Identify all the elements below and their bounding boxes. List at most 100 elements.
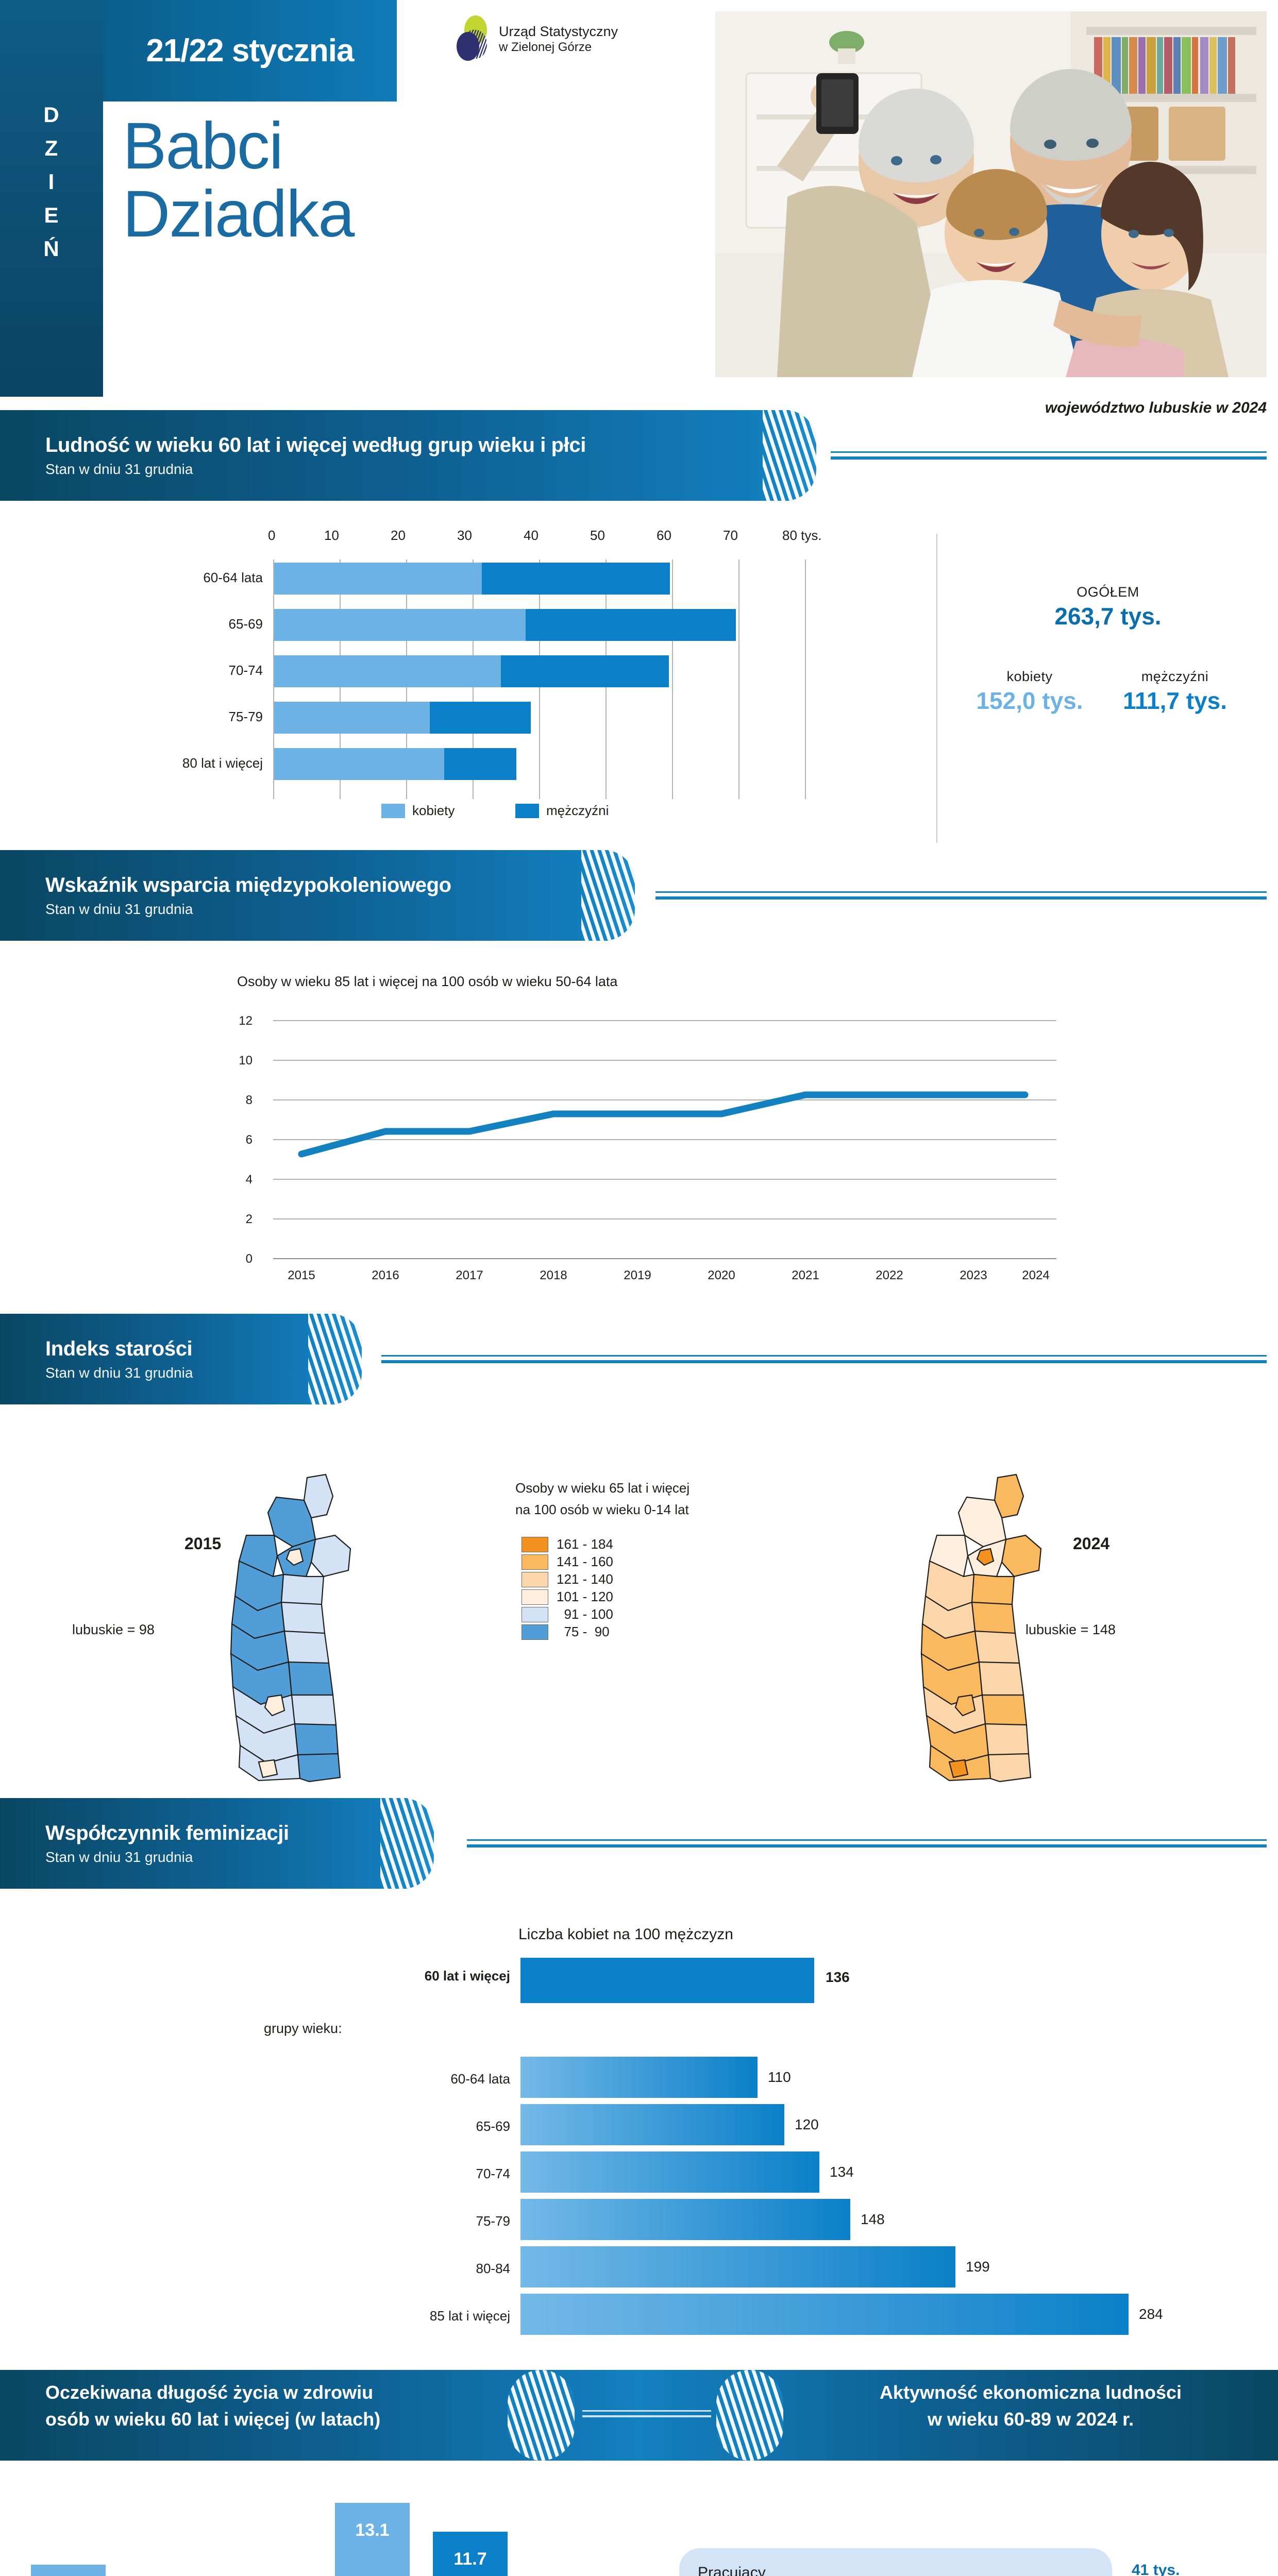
banner-stripe-cap-icon (308, 1314, 362, 1404)
logo-title-line1: Urząd Statystyczny (499, 23, 618, 39)
f-bar-60-64 (520, 2057, 758, 2098)
f-bar-60plus (520, 1958, 814, 2003)
c1-legend-women: kobiety (381, 803, 455, 819)
map-note-2015: lubuskie = 98 (72, 1622, 155, 1637)
c1-seg-women (274, 702, 430, 734)
legend-swatch-161-184-icon (522, 1536, 548, 1552)
economic-banner-title: Aktywność ekonomiczna ludności w wieku 6… (825, 2379, 1237, 2433)
pill-pracujacy[interactable]: Pracujący (679, 2548, 1112, 2576)
le-title-line2: osób w wieku 60 lat i więcej (w latach) (45, 2409, 381, 2430)
f-label-60plus: 60 lat i więcej (424, 1968, 510, 1984)
c2-gridline (273, 1179, 1056, 1180)
legend-label-women: kobiety (412, 803, 455, 818)
c1-seg-men (430, 702, 531, 734)
banner-stripe-cap-right-icon (716, 2370, 783, 2461)
stat-women-label: kobiety (1006, 669, 1053, 684)
c2-ytick: 2 (245, 1212, 253, 1226)
legend-swatch-91-100-icon (522, 1606, 548, 1622)
c2-xtick: 2021 (792, 1268, 819, 1282)
population-banner-title: Ludność w wieku 60 lat i więcej według g… (45, 433, 586, 456)
header-date: 21/22 stycznia (146, 33, 354, 69)
dzien-letter: E (44, 203, 59, 228)
c2-xtick: 2023 (960, 1268, 987, 1282)
c2-xtick: 2022 (876, 1268, 903, 1282)
support-banner-subtitle: Stan w dniu 31 grudnia (45, 901, 193, 917)
map-legend-item: 141 - 160 (522, 1554, 613, 1570)
c1-category-label: 65-69 (228, 616, 263, 632)
c1-seg-men (482, 563, 670, 595)
pill-value-pracujacy: 41 tys. (1132, 2548, 1180, 2576)
le-value-2024-women: 13.1 (355, 2520, 390, 2540)
c1-category-label: 60-64 lata (203, 570, 263, 585)
c2-line-series (298, 1091, 1029, 1158)
legend-label-bin: 141 - 160 (557, 1554, 613, 1569)
c2-gridline (273, 1060, 1056, 1061)
map-legend-scale: 161 - 184 141 - 160 121 - 140 101 - 120 … (522, 1536, 613, 1641)
banner-stripe-cap-icon (763, 410, 816, 501)
le-title-line1: Oczekiwana długość życia w zdrowiu (45, 2382, 374, 2403)
c1-xtick: 60 (657, 528, 671, 543)
c1-category-label: 75-79 (228, 709, 263, 724)
feminization-banner-title: Współczynnik feminizacji (45, 1821, 289, 1844)
f-bar-65-69 (520, 2104, 784, 2145)
c1-bar-80plus (274, 748, 516, 780)
c2-ytick: 10 (239, 1054, 253, 1067)
legend-label-bin: 91 - 100 (557, 1606, 613, 1622)
c1-seg-men (444, 748, 516, 780)
c1-gridline (805, 560, 806, 799)
legend-label-bin: 101 - 120 (557, 1589, 613, 1604)
c2-ytick: 4 (245, 1173, 253, 1187)
c1-xtick: 50 (590, 528, 605, 543)
pill-label: Pracujący (698, 2564, 766, 2576)
banner-stripe-cap-icon (380, 1798, 434, 1889)
map-year-2024: 2024 (1073, 1534, 1110, 1553)
f-label-80-84: 80-84 (476, 2261, 511, 2276)
c2-xtick: 2016 (372, 1268, 399, 1282)
c1-seg-women (274, 655, 501, 687)
dzien-letter: I (48, 170, 55, 194)
c1-seg-men (526, 609, 736, 641)
c2-ytick: 0 (245, 1252, 253, 1266)
c2-xtick: 2018 (540, 1268, 567, 1282)
c1-xtick: 70 (723, 528, 738, 543)
c2-gridline (273, 1139, 1056, 1140)
f-bar-80-84 (520, 2246, 955, 2287)
f-bar-70-74 (520, 2151, 819, 2193)
c2-title: Osoby w wieku 85 lat i więcej na 100 osó… (237, 974, 618, 989)
dzien-letter: Ń (43, 236, 60, 261)
legend-label-bin: 121 - 140 (557, 1571, 613, 1587)
c1-category-label: 80 lat i więcej (182, 755, 263, 771)
feminization-banner-rule (467, 1798, 1267, 1889)
stat-men-label: mężczyźni (1141, 669, 1209, 684)
c1-bar-65-69 (274, 609, 736, 641)
f-label-70-74: 70-74 (476, 2166, 511, 2181)
banner-stripe-cap-left-icon (508, 2370, 575, 2461)
c1-bar-70-74 (274, 655, 669, 687)
c1-xtick: 10 (324, 528, 339, 543)
c2-ytick: 12 (239, 1014, 253, 1028)
f-label-65-69: 65-69 (476, 2119, 511, 2134)
header-date-band (103, 0, 397, 101)
map-lubuskie-2024 (920, 1473, 1042, 1783)
support-banner: Wskaźnik wsparcia międzypokoleniowego St… (0, 850, 635, 941)
population-banner-rule (831, 410, 1267, 501)
c1-gridline (738, 560, 739, 799)
c1-gridline (273, 560, 274, 799)
dzien-vertical-word: D Z I E Ń (0, 98, 103, 265)
legend-swatch-men-icon (515, 803, 539, 818)
c1-xtick: 20 (391, 528, 406, 543)
stat-women: kobiety 152,0 tys. (963, 669, 1097, 715)
office-logo: Urząd Statystyczny w Zielonej Górze (453, 14, 618, 64)
map-legend-item: 161 - 184 (522, 1536, 613, 1552)
map-legend-title-line1: Osoby w wieku 65 lat i więcej (515, 1480, 690, 1496)
c1-xtick: 30 (457, 528, 472, 543)
stat-total: OGÓŁEM 263,7 tys. (964, 584, 1252, 630)
population-banner: Ludność w wieku 60 lat i więcej według g… (0, 410, 816, 501)
c2-ytick: 8 (245, 1093, 253, 1107)
stat-men-value: 111,7 tys. (1122, 687, 1227, 714)
map-legend-title: Osoby w wieku 65 lat i więcej na 100 osó… (515, 1478, 690, 1520)
ageing-banner: Indeks starości Stan w dniu 31 grudnia (0, 1314, 362, 1404)
c1-legend-men: mężczyźni (515, 803, 609, 819)
c1-bar-60-64 (274, 563, 670, 595)
legend-swatch-75-90-icon (522, 1624, 548, 1640)
